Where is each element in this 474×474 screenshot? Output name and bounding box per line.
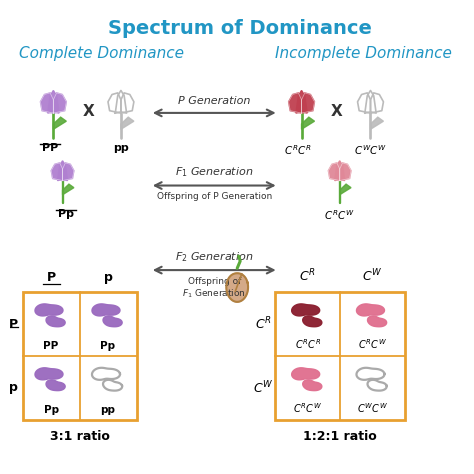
Text: X: X — [83, 104, 95, 119]
Polygon shape — [51, 163, 63, 181]
Polygon shape — [367, 316, 387, 327]
Polygon shape — [328, 163, 340, 181]
Text: 1:2:1 ratio: 1:2:1 ratio — [303, 430, 377, 443]
Text: $C^RC^R$: $C^RC^R$ — [295, 337, 321, 351]
Polygon shape — [356, 368, 384, 380]
Text: $C^R$: $C^R$ — [255, 316, 272, 332]
Text: Incomplete Dominance: Incomplete Dominance — [275, 46, 452, 61]
Polygon shape — [54, 117, 66, 129]
Text: P: P — [9, 318, 18, 330]
Polygon shape — [58, 161, 67, 181]
Polygon shape — [54, 93, 66, 113]
Polygon shape — [63, 163, 74, 181]
Text: P: P — [46, 271, 55, 284]
Text: PP: PP — [42, 143, 58, 153]
Text: $C^RC^R$: $C^RC^R$ — [284, 143, 312, 156]
Text: $C^RC^W$: $C^RC^W$ — [324, 209, 355, 222]
Polygon shape — [301, 93, 314, 113]
Polygon shape — [46, 380, 65, 391]
Text: 3:1 ratio: 3:1 ratio — [50, 430, 109, 443]
Text: Pp: Pp — [100, 341, 116, 351]
Polygon shape — [367, 380, 387, 391]
Text: pp: pp — [100, 405, 116, 415]
Text: $C^R$: $C^R$ — [300, 267, 316, 284]
Polygon shape — [115, 91, 127, 113]
Polygon shape — [356, 304, 384, 316]
Polygon shape — [301, 117, 314, 129]
Text: $C^WC^W$: $C^WC^W$ — [354, 143, 387, 156]
Polygon shape — [48, 91, 59, 113]
Polygon shape — [103, 380, 122, 391]
Polygon shape — [227, 273, 248, 302]
Text: p: p — [104, 271, 112, 284]
FancyBboxPatch shape — [23, 292, 137, 420]
Polygon shape — [40, 93, 54, 113]
Text: P Generation: P Generation — [178, 97, 250, 107]
Text: Complete Dominance: Complete Dominance — [19, 46, 184, 61]
Polygon shape — [357, 93, 371, 113]
Text: PP: PP — [44, 341, 59, 351]
Polygon shape — [289, 93, 301, 113]
Polygon shape — [292, 368, 319, 380]
Polygon shape — [335, 161, 345, 181]
Polygon shape — [63, 184, 74, 195]
Text: $C^RC^W$: $C^RC^W$ — [293, 401, 322, 415]
Polygon shape — [371, 117, 383, 129]
Text: $C^RC^W$: $C^RC^W$ — [358, 337, 387, 351]
Polygon shape — [371, 93, 383, 113]
Text: Pp: Pp — [44, 405, 59, 415]
Text: Offspring of P Generation: Offspring of P Generation — [156, 192, 272, 201]
Text: Pp: Pp — [58, 209, 74, 219]
Polygon shape — [103, 316, 122, 327]
Text: $F_1$ Generation: $F_1$ Generation — [175, 165, 254, 179]
Polygon shape — [46, 316, 65, 327]
Polygon shape — [365, 91, 376, 113]
Text: $C^W$: $C^W$ — [362, 267, 383, 284]
Text: $F_2$ Generation: $F_2$ Generation — [175, 250, 254, 264]
Polygon shape — [340, 163, 351, 181]
Text: X: X — [331, 104, 343, 119]
Text: Spectrum of Dominance: Spectrum of Dominance — [108, 18, 372, 38]
Text: Offspring of
$F_1$ Generation: Offspring of $F_1$ Generation — [182, 276, 246, 300]
Polygon shape — [121, 93, 134, 113]
Polygon shape — [92, 368, 120, 380]
Polygon shape — [296, 91, 307, 113]
Text: $C^W$: $C^W$ — [253, 380, 273, 396]
Polygon shape — [35, 304, 63, 316]
Polygon shape — [303, 316, 322, 327]
Polygon shape — [340, 184, 351, 195]
Text: pp: pp — [113, 143, 129, 153]
Polygon shape — [108, 93, 121, 113]
Polygon shape — [121, 117, 134, 129]
Polygon shape — [35, 368, 63, 380]
Polygon shape — [292, 304, 319, 316]
Polygon shape — [303, 380, 322, 391]
Text: p: p — [9, 382, 18, 394]
Polygon shape — [92, 304, 120, 316]
FancyBboxPatch shape — [275, 292, 405, 420]
Text: $C^WC^W$: $C^WC^W$ — [357, 401, 388, 415]
